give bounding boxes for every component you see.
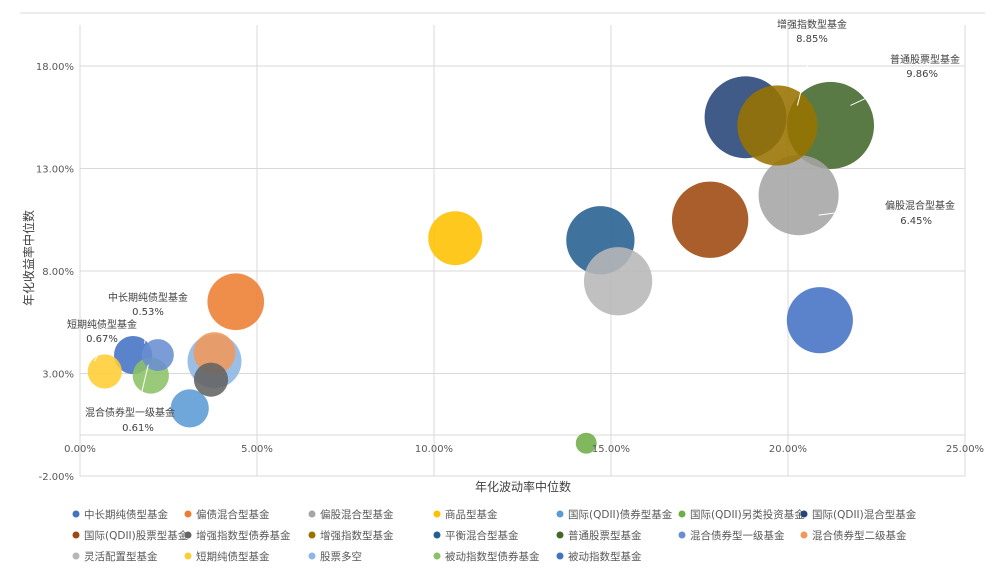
bubble: [428, 211, 483, 266]
legend-marker: [556, 510, 564, 518]
x-axis-tick-labels: 0.00% 5.00% 10.00% 15.00% 20.00% 25.00%: [64, 444, 984, 455]
legend-marker: [72, 531, 80, 539]
leader-line: [137, 364, 149, 409]
legend-label: 增强指数型债券基金: [196, 529, 291, 542]
y-tick-label: 3.00%: [42, 370, 74, 381]
legend-marker: [184, 552, 192, 560]
bubble: [141, 339, 174, 372]
legend-marker: [433, 552, 441, 560]
legend-marker: [184, 510, 192, 518]
data-label-name: 增强指数型基金: [777, 18, 847, 31]
legend-marker: [678, 510, 686, 518]
legend: 中长期纯债型基金 偏债混合型基金 偏股混合型基金 商品型基金 国际(QDII)债券型基金…: [72, 508, 917, 563]
data-label-name: 偏股混合型基金: [885, 199, 955, 212]
legend-label: 偏股混合型基金: [320, 508, 394, 521]
leader-line: [94, 346, 103, 362]
data-label-group: 增强指数型基金 8.85% 普通股票型基金 9.86% 偏股混合型基金 6.45% 中长期纯…: [67, 18, 960, 434]
x-tick-label: 5.00%: [241, 444, 273, 455]
legend-marker: [184, 531, 192, 539]
legend-marker: [308, 531, 316, 539]
leader-line: [796, 47, 813, 106]
data-label-value: 0.61%: [122, 423, 154, 434]
legend-marker: [800, 510, 808, 518]
data-label-name: 中长期纯债型基金: [108, 291, 188, 304]
legend-label: 中长期纯债型基金: [84, 508, 168, 521]
legend-label: 灵活配置型基金: [84, 550, 158, 563]
legend-marker: [800, 531, 808, 539]
legend-marker: [556, 531, 564, 539]
legend-marker: [72, 510, 80, 518]
data-label-name: 普通股票型基金: [890, 53, 960, 66]
legend-label: 混合债券型一级基金: [690, 529, 785, 542]
bubble: [786, 287, 853, 354]
y-tick-label: 18.00%: [36, 62, 74, 73]
bubble: [193, 332, 236, 374]
legend-label: 股票多空: [320, 550, 362, 563]
legend-marker: [308, 552, 316, 560]
data-label-value: 6.45%: [900, 216, 932, 227]
legend-marker: [678, 531, 686, 539]
leader-line: [144, 319, 149, 344]
leader-line: [818, 207, 874, 216]
legend-label: 混合债券型二级基金: [812, 529, 907, 542]
data-label-value: 9.86%: [906, 69, 938, 80]
bubble: [671, 181, 749, 258]
legend-label: 增强指数型基金: [320, 529, 394, 542]
legend-label: 被动指数型债券基金: [445, 550, 540, 563]
x-tick-label: 15.00%: [592, 444, 630, 455]
bubble: [583, 247, 653, 316]
legend-marker: [556, 552, 564, 560]
x-tick-label: 25.00%: [946, 444, 984, 455]
legend-label: 偏债混合型基金: [196, 508, 270, 521]
y-tick-label: 13.00%: [36, 165, 74, 176]
legend-label: 国际(QDII)另类投资基金: [690, 508, 805, 521]
legend-label: 国际(QDII)股票型基金: [84, 529, 189, 542]
legend-label: 被动指数型基金: [568, 550, 642, 563]
data-label-value: 0.53%: [132, 307, 164, 318]
legend-marker: [308, 510, 316, 518]
bubble: [737, 85, 818, 166]
data-label-name: 混合债券型一级基金: [85, 406, 175, 419]
legend-label: 国际(QDII)混合型基金: [812, 508, 917, 521]
legend-marker: [433, 510, 441, 518]
bubble: [170, 389, 209, 428]
x-tick-label: 20.00%: [769, 444, 807, 455]
y-axis-tick-labels: -2.00% 3.00% 8.00% 13.00% 18.00%: [36, 62, 74, 483]
x-axis-title: 年化波动率中位数: [475, 479, 571, 494]
y-tick-label: 8.00%: [42, 267, 74, 278]
bubble: [575, 432, 597, 454]
bubble: [193, 362, 229, 397]
y-axis-title: 年化收益率中位数: [21, 210, 36, 306]
y-tick-label: -2.00%: [39, 472, 74, 483]
data-label-value: 0.67%: [86, 334, 118, 345]
legend-marker: [72, 552, 80, 560]
bubble: [758, 155, 839, 236]
legend-label: 商品型基金: [445, 508, 498, 521]
leader-line: [850, 79, 906, 106]
data-label-name: 短期纯债型基金: [67, 318, 137, 331]
x-tick-label: 0.00%: [64, 444, 96, 455]
data-label-value: 8.85%: [796, 34, 828, 45]
legend-label: 普通股票型基金: [568, 529, 642, 542]
bubble: [207, 273, 265, 331]
legend-label: 国际(QDII)债券型基金: [568, 508, 673, 521]
bubble: [87, 354, 122, 389]
legend-marker: [433, 531, 441, 539]
legend-label: 平衡混合型基金: [445, 529, 519, 542]
x-tick-label: 10.00%: [415, 444, 453, 455]
legend-label: 短期纯债型基金: [196, 550, 270, 563]
annotation-leader-lines: [94, 47, 906, 409]
